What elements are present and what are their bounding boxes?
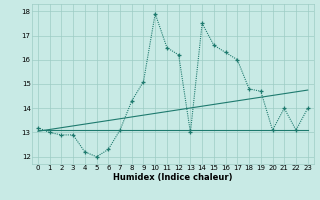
X-axis label: Humidex (Indice chaleur): Humidex (Indice chaleur) [113,173,233,182]
